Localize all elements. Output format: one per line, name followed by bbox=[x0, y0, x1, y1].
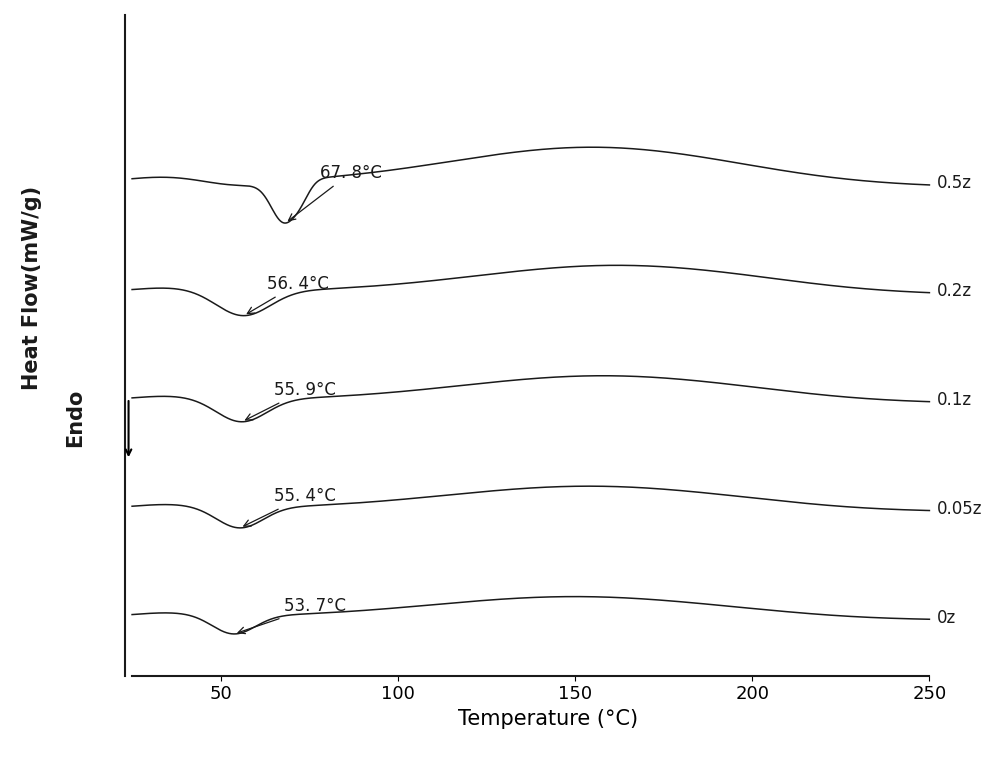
Text: 53. 7°C: 53. 7°C bbox=[238, 597, 346, 634]
X-axis label: Temperature (°C): Temperature (°C) bbox=[458, 709, 639, 729]
Text: Endo: Endo bbox=[65, 389, 85, 446]
Text: 0z: 0z bbox=[936, 609, 956, 628]
Text: 55. 4°C: 55. 4°C bbox=[244, 487, 336, 526]
Text: 55. 9°C: 55. 9°C bbox=[246, 381, 336, 420]
Text: 0.05z: 0.05z bbox=[936, 500, 982, 518]
Text: 0.1z: 0.1z bbox=[936, 391, 972, 409]
Text: 0.5z: 0.5z bbox=[936, 174, 971, 192]
Text: 0.2z: 0.2z bbox=[936, 282, 972, 300]
Text: 67. 8°C: 67. 8°C bbox=[289, 164, 382, 221]
Text: 56. 4°C: 56. 4°C bbox=[247, 275, 329, 313]
Text: Heat Flow(mW/g): Heat Flow(mW/g) bbox=[22, 187, 42, 390]
